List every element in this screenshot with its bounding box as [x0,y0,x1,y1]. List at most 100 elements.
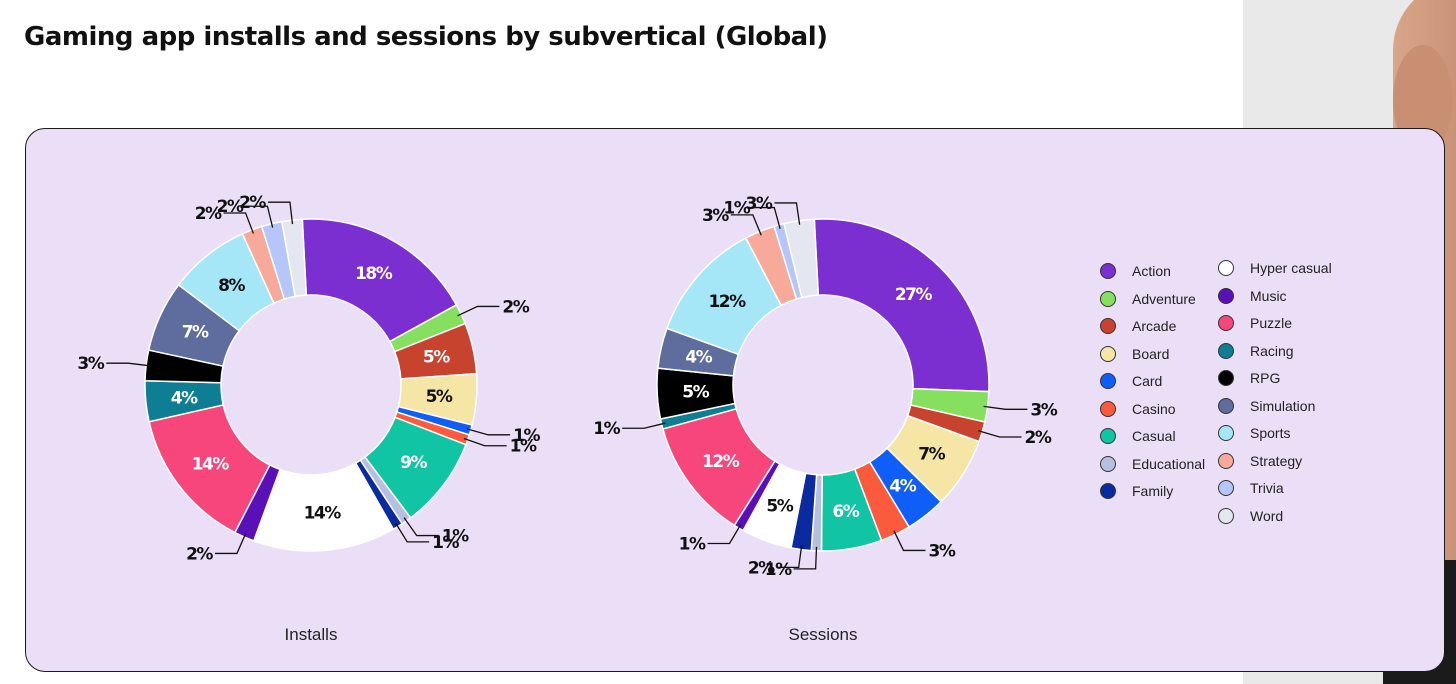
legend-swatch-card [1100,373,1116,389]
legend-swatch-sports [1218,425,1234,441]
sessions-leader-family [776,545,803,569]
sessions-label-card: 4% [889,476,916,496]
installs-label-card: 1% [513,426,540,446]
legend-label-casino: Casino [1132,400,1176,417]
sessions-leader-trivia [752,206,781,229]
legend-swatch-adventure [1100,290,1116,307]
installs-slice-word [280,218,308,298]
installs-label-action: 18% [355,264,393,284]
legend-label-trivia: Trivia [1250,480,1284,496]
legend-label-card: Card [1132,373,1163,389]
installs-chart-title: Installs [285,625,338,644]
installs-leader-rpg [106,362,151,367]
installs-label-casual: 9% [400,453,427,473]
sessions-slice-word [783,218,820,299]
legend-swatch-arcade [1100,318,1116,334]
legend-swatch-board [1100,345,1116,362]
legend-swatch-hyper-casual [1218,260,1234,276]
sessions-chart-title: Sessions [789,625,858,644]
legend-label-arcade: Arcade [1132,318,1177,334]
sessions-donut: 27%7%4%6%5%12%5%4%12%3%2%3%1%2%1%1%3%1%3… [593,194,1059,580]
sessions-label-rpg: 5% [682,383,709,403]
installs-leader-trivia [245,205,274,228]
installs-label-board: 5% [426,387,453,407]
sessions-label-hyper-casual: 5% [766,496,793,516]
legend-label-action: Action [1132,263,1171,279]
legend-swatch-family [1100,483,1116,499]
installs-donut: 18%5%5%9%14%14%4%7%8%2%1%1%1%1%2%3%2%2%2… [77,193,542,564]
installs-label-hyper-casual: 14% [304,504,342,524]
sessions-label-family: 2% [748,558,775,578]
installs-label-family: 1% [432,533,459,553]
sessions-label-sports: 12% [708,292,746,312]
installs-label-educational: 1% [442,527,469,547]
sessions-leader-music [707,524,742,545]
legend-label-adventure: Adventure [1132,290,1196,307]
installs-label-music: 2% [186,544,213,564]
legend-label-strategy: Strategy [1250,452,1303,469]
legend-label-simulation: Simulation [1250,397,1316,414]
installs-label-adventure: 2% [502,297,529,317]
legend-label-board: Board [1132,345,1170,362]
sessions-label-educational: 1% [765,560,792,580]
sessions-leader-strategy [730,214,762,236]
sessions-label-simulation: 4% [685,347,712,367]
sessions-label-strategy: 3% [702,206,729,226]
installs-leader-family [395,522,430,543]
legend-swatch-educational [1100,455,1116,472]
legend-label-racing: Racing [1250,342,1294,359]
legend-label-word: Word [1250,507,1284,524]
legend-swatch-action [1100,263,1116,279]
legend-swatch-casino [1100,400,1116,417]
installs-leader-strategy [223,212,255,234]
installs-leader-word [267,201,294,225]
sessions-label-adventure: 3% [1030,400,1057,420]
installs-label-sports: 8% [218,276,245,296]
installs-leader-adventure [457,305,500,317]
sessions-leader-adventure [983,405,1028,410]
sessions-label-action: 27% [895,285,933,305]
sessions-label-casual: 6% [832,502,859,522]
page-title: Gaming app installs and sessions by subv… [24,22,828,52]
legend-label-sports: Sports [1250,425,1291,441]
sessions-label-arcade: 2% [1025,428,1052,448]
legend-swatch-trivia [1218,480,1234,496]
installs-label-simulation: 7% [182,323,209,343]
legend-swatch-strategy [1218,452,1234,469]
sessions-leader-casino [893,530,926,552]
legend-swatch-simulation [1218,397,1234,414]
installs-label-word: 2% [239,193,266,213]
sessions-label-casino: 3% [928,541,955,561]
installs-label-rpg: 3% [77,354,104,374]
legend: Action Adventure Arcade Board Card Casino Casu… [1100,258,1350,528]
legend-label-hyper-casual: Hyper casual [1250,260,1332,276]
installs-label-casino: 1% [510,437,537,457]
legend-swatch-word [1218,507,1234,524]
installs-label-racing: 4% [171,389,198,409]
sessions-leader-racing [622,422,666,429]
installs-leader-music [214,533,247,555]
legend-label-casual: Casual [1132,428,1176,444]
legend-label-music: Music [1250,287,1287,304]
sessions-leader-arcade [978,430,1022,438]
installs-label-trivia: 2% [217,197,244,217]
legend-swatch-puzzle [1218,315,1234,331]
sessions-slice-action [813,218,990,393]
legend-swatch-rpg [1218,370,1234,386]
installs-leader-educational [403,517,439,537]
installs-label-strategy: 2% [195,204,222,224]
sessions-label-puzzle: 12% [702,452,740,472]
legend-label-rpg: RPG [1250,370,1281,386]
legend-swatch-racing [1218,342,1234,359]
legend-swatch-music [1218,287,1234,304]
sessions-label-trivia: 1% [723,199,750,219]
sessions-leader-educational [793,546,818,570]
sessions-label-music: 1% [679,534,706,554]
installs-leader-card [466,428,511,436]
sessions-leader-word [774,202,801,225]
sessions-label-racing: 1% [593,419,620,439]
legend-label-educational: Educational [1132,455,1206,472]
installs-label-arcade: 5% [423,348,450,368]
sessions-label-word: 3% [746,194,773,214]
